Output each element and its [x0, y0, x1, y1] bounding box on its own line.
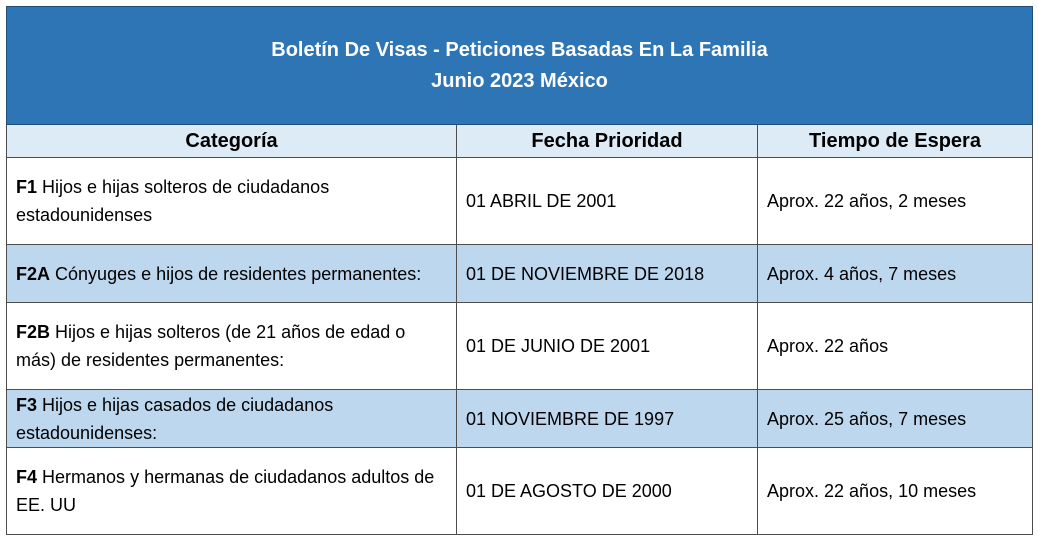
table-row: F2A Cónyuges e hijos de residentes perma… — [6, 244, 1033, 303]
category-code: F2A — [16, 263, 51, 284]
category-code: F3 — [16, 394, 38, 415]
table-row: F2B Hijos e hijas solteros (de 21 años d… — [6, 302, 1033, 390]
wait-time-cell: Aprox. 25 años, 7 meses — [757, 389, 1033, 448]
header-priority-date: Fecha Prioridad — [456, 124, 758, 158]
table-row: F3 Hijos e hijas casados de ciudadanos e… — [6, 389, 1033, 448]
category-description: Hijos e hijas solteros (de 21 años de ed… — [16, 322, 406, 370]
category-code: F1 — [16, 177, 38, 197]
wait-time-cell: Aprox. 22 años, 2 meses — [757, 157, 1033, 245]
category-code: F4 — [16, 467, 38, 487]
header-category: Categoría — [6, 124, 457, 158]
category-code: F2B — [16, 322, 51, 342]
priority-date-cell: 01 DE JUNIO DE 2001 — [456, 302, 758, 390]
title-row: Boletín De Visas - Peticiones Basadas En… — [6, 6, 1033, 125]
category-cell: F2A Cónyuges e hijos de residentes perma… — [6, 244, 457, 303]
priority-date-cell: 01 DE NOVIEMBRE DE 2018 — [456, 244, 758, 303]
table-row: F4 Hermanos y hermanas de ciudadanos adu… — [6, 447, 1033, 535]
title-line-2: Junio 2023 México — [431, 69, 608, 92]
category-cell: F1 Hijos e hijas solteros de ciudadanos … — [6, 157, 457, 245]
category-description: Hijos e hijas solteros de ciudadanos est… — [16, 177, 330, 225]
table-row: F1 Hijos e hijas solteros de ciudadanos … — [6, 157, 1033, 245]
visa-bulletin-table: Boletín De Visas - Peticiones Basadas En… — [6, 6, 1033, 535]
category-cell: F3 Hijos e hijas casados de ciudadanos e… — [6, 389, 457, 448]
title-line-1: Boletín De Visas - Peticiones Basadas En… — [271, 38, 768, 61]
category-description: Cónyuges e hijos de residentes permanent… — [55, 263, 422, 284]
wait-time-cell: Aprox. 22 años, 10 meses — [757, 447, 1033, 535]
header-row: Categoría Fecha Prioridad Tiempo de Espe… — [6, 124, 1033, 158]
category-description: Hermanos y hermanas de ciudadanos adulto… — [16, 467, 435, 515]
category-description: Hijos e hijas casados de ciudadanos esta… — [16, 394, 334, 443]
category-cell: F4 Hermanos y hermanas de ciudadanos adu… — [6, 447, 457, 535]
category-cell: F2B Hijos e hijas solteros (de 21 años d… — [6, 302, 457, 390]
wait-time-cell: Aprox. 4 años, 7 meses — [757, 244, 1033, 303]
priority-date-cell: 01 NOVIEMBRE DE 1997 — [456, 389, 758, 448]
priority-date-cell: 01 ABRIL DE 2001 — [456, 157, 758, 245]
wait-time-cell: Aprox. 22 años — [757, 302, 1033, 390]
priority-date-cell: 01 DE AGOSTO DE 2000 — [456, 447, 758, 535]
table-title: Boletín De Visas - Peticiones Basadas En… — [6, 6, 1033, 125]
header-wait-time: Tiempo de Espera — [757, 124, 1033, 158]
